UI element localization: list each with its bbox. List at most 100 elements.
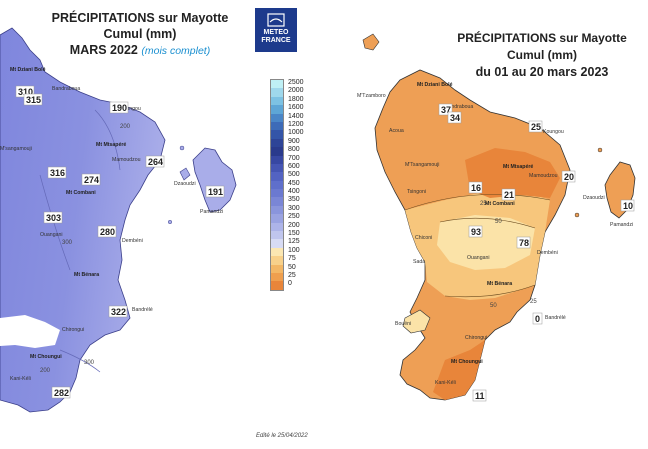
legend-label: 25 bbox=[288, 271, 296, 279]
legend-swatch bbox=[270, 222, 284, 232]
svg-text:274: 274 bbox=[84, 175, 99, 185]
right-map-wet-north-zone bbox=[465, 148, 560, 198]
left-value-264: 264 bbox=[145, 155, 165, 168]
right-place-koungou: Koungou bbox=[543, 129, 564, 135]
legend-swatch bbox=[270, 130, 284, 139]
legend-swatch bbox=[270, 256, 284, 265]
right-place-pamandzi: Pamandzi bbox=[610, 222, 633, 228]
svg-text:21: 21 bbox=[504, 190, 514, 200]
left-iso-label-4: 200 bbox=[40, 368, 51, 374]
svg-text:190: 190 bbox=[112, 103, 127, 113]
right-map-boueni-peninsula bbox=[402, 309, 431, 334]
right-map-isohyet-2 bbox=[439, 217, 536, 229]
left-value-191: 191 bbox=[205, 185, 225, 198]
left-iso-label-1: 200 bbox=[120, 124, 131, 130]
legend-label: 125 bbox=[288, 238, 300, 246]
right-place-ouangani: Ouangani bbox=[467, 255, 490, 261]
right-place-mt-combani: Mt Combani bbox=[485, 201, 515, 207]
left-map-title: PRÉCIPITATIONS sur Mayotte Cumul (mm) MA… bbox=[30, 10, 250, 59]
right-map-isohyet-3 bbox=[444, 284, 536, 298]
legend-label: 2000 bbox=[288, 87, 304, 95]
meteo-france-logo: METEO FRANCE bbox=[255, 8, 297, 52]
legend-swatch bbox=[270, 172, 284, 181]
legend-swatch bbox=[270, 79, 284, 89]
right-place-chiconi: Chiconi bbox=[415, 235, 432, 241]
legend-swatch bbox=[270, 113, 284, 122]
left-iso-label-2: 300 bbox=[62, 240, 73, 246]
meteo-france-emblem-icon bbox=[267, 13, 285, 27]
right-place-chirongui: Chirongui bbox=[465, 335, 487, 341]
left-place-mt-choungui: Mt Choungui bbox=[30, 354, 62, 360]
logo-line2: FRANCE bbox=[261, 37, 291, 44]
legend-labels: 2500 2000 1800 1600 1400 1200 1000 900 800 700 600… bbox=[288, 79, 304, 289]
svg-text:25: 25 bbox=[531, 122, 541, 132]
svg-text:310: 310 bbox=[18, 87, 33, 97]
legend-label: 800 bbox=[288, 146, 300, 154]
legend-label: 1200 bbox=[288, 120, 304, 128]
svg-text:322: 322 bbox=[111, 307, 126, 317]
legend-label: 1800 bbox=[288, 95, 304, 103]
right-value-93: 93 bbox=[468, 225, 483, 238]
svg-text:280: 280 bbox=[100, 227, 115, 237]
right-place-boueni: Bouéni bbox=[395, 321, 411, 327]
right-map-south-wet-zone bbox=[433, 340, 485, 400]
left-title-month: MARS 2022 bbox=[69, 43, 138, 57]
legend-swatch bbox=[270, 189, 284, 198]
svg-text:11: 11 bbox=[475, 391, 485, 401]
svg-text:303: 303 bbox=[46, 213, 61, 223]
left-value-322: 322 bbox=[108, 305, 128, 318]
svg-text:93: 93 bbox=[471, 227, 481, 237]
svg-text:37: 37 bbox=[441, 105, 451, 115]
legend-swatch bbox=[270, 163, 284, 173]
edit-date-note: Edité le 25/04/2022 bbox=[256, 433, 308, 439]
right-place-dzaoudzi: Dzaoudzi bbox=[583, 195, 605, 201]
left-map-main-island bbox=[0, 27, 166, 413]
left-title-line3: MARS 2022 (mois complet) bbox=[30, 42, 250, 59]
legend-swatch bbox=[270, 138, 284, 148]
left-place-koungou: Koungou bbox=[120, 106, 141, 112]
left-map-islet-2 bbox=[179, 145, 185, 151]
left-place-kani-keli: Kani-Kéli bbox=[10, 376, 31, 382]
right-place-mamoudzou: Mamoudzou bbox=[529, 173, 558, 179]
svg-text:191: 191 bbox=[208, 187, 223, 197]
left-map-islet bbox=[179, 167, 191, 181]
svg-text:16: 16 bbox=[471, 183, 481, 193]
left-place-bandraboua: Bandraboua bbox=[52, 86, 80, 92]
legend-swatch bbox=[270, 121, 284, 131]
legend-label: 400 bbox=[288, 188, 300, 196]
legend-label: 2500 bbox=[288, 79, 304, 86]
right-value-0: 0 bbox=[532, 312, 543, 325]
left-value-280: 280 bbox=[97, 225, 117, 238]
color-legend: 2500 2000 1800 1600 1400 1200 1000 900 800 700 600… bbox=[270, 79, 304, 291]
legend-label: 250 bbox=[288, 213, 300, 221]
svg-text:0: 0 bbox=[535, 314, 540, 324]
legend-label: 0 bbox=[288, 280, 292, 288]
legend-swatch bbox=[270, 281, 284, 291]
left-place-msangamouji: M'sangamouji bbox=[0, 146, 32, 152]
left-place-chirongui: Chirongui bbox=[62, 327, 84, 333]
svg-text:10: 10 bbox=[623, 201, 633, 211]
legend-swatch bbox=[270, 214, 284, 223]
svg-text:20: 20 bbox=[564, 172, 574, 182]
right-iso-label-1: 25 bbox=[480, 201, 487, 207]
legend-swatch bbox=[270, 264, 284, 273]
left-map-petite-terre bbox=[192, 147, 237, 213]
legend-label: 1000 bbox=[288, 129, 304, 137]
left-map-islet-3 bbox=[167, 219, 173, 225]
legend-label: 600 bbox=[288, 162, 300, 170]
right-title-line1: PRÉCIPITATIONS sur Mayotte bbox=[457, 31, 627, 45]
left-place-ouangani: Ouangani bbox=[40, 232, 63, 238]
left-place-pamandzi: Pamandzi bbox=[200, 209, 223, 215]
legend-swatch bbox=[270, 239, 284, 248]
legend-label: 50 bbox=[288, 263, 296, 271]
right-place-mt-mtsapere: Mt Mtsapéré bbox=[503, 164, 533, 170]
legend-swatch bbox=[270, 105, 284, 114]
left-map-isohyet-1 bbox=[94, 109, 121, 171]
legend-label: 1600 bbox=[288, 104, 304, 112]
legend-label: 700 bbox=[288, 154, 300, 162]
left-map-isohyet-3 bbox=[59, 349, 101, 373]
legend-label: 900 bbox=[288, 137, 300, 145]
left-iso-label-3: 300 bbox=[84, 360, 95, 366]
legend-swatch bbox=[270, 96, 284, 106]
legend-swatch bbox=[270, 272, 284, 282]
